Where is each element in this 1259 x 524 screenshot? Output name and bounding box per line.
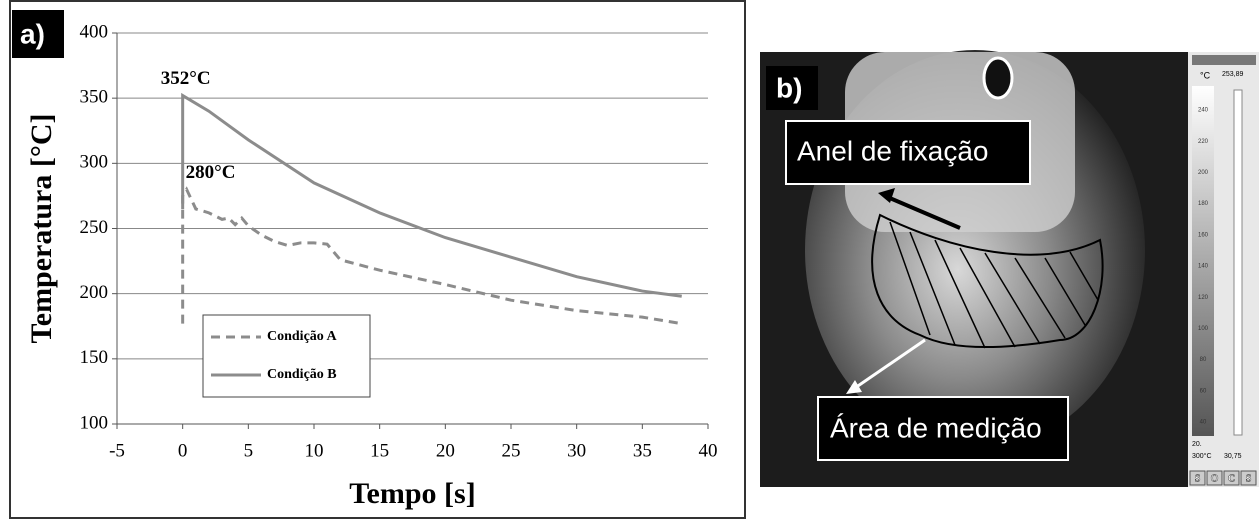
x-axis-label: Tempo [s] bbox=[349, 477, 475, 510]
measurement-area bbox=[871, 213, 1104, 348]
scale-tick-label: 40 bbox=[1200, 420, 1207, 426]
scale-tick-label: 100 bbox=[1198, 326, 1209, 332]
y-tick-label: 150 bbox=[80, 347, 109, 368]
y-axis-label: Temperatura [°C] bbox=[25, 113, 58, 343]
color-bar bbox=[1192, 86, 1214, 436]
scale-tick-label: 220 bbox=[1198, 139, 1209, 145]
series-line bbox=[181, 186, 682, 326]
x-tick-label: 0 bbox=[178, 440, 188, 461]
x-tick-label: 10 bbox=[305, 440, 324, 461]
scale-range: 300°C bbox=[1192, 452, 1212, 460]
panel-a-frame bbox=[9, 0, 746, 519]
scale-tick-label: 160 bbox=[1198, 232, 1209, 238]
y-tick-label: 100 bbox=[80, 412, 109, 433]
scale-unit: °C bbox=[1200, 70, 1211, 80]
scale-tick-label: 120 bbox=[1198, 295, 1209, 301]
scale-button-label: C bbox=[1228, 473, 1235, 484]
slider bbox=[1233, 89, 1243, 436]
y-tick-label: 250 bbox=[80, 217, 109, 238]
x-tick-label: 15 bbox=[370, 440, 389, 461]
x-tick-label: 5 bbox=[244, 440, 254, 461]
panel-b: b) Anel de fixação Área de medição °C 25… bbox=[760, 50, 1259, 487]
x-tick-label: 30 bbox=[567, 440, 586, 461]
panel-label: a) bbox=[20, 18, 45, 49]
legend-label: Condição B bbox=[267, 367, 337, 382]
y-tick-label: 350 bbox=[80, 87, 109, 108]
arrow bbox=[884, 194, 961, 230]
legend-box bbox=[202, 314, 371, 398]
scale-strip bbox=[1192, 55, 1256, 65]
scale-tick-label: 180 bbox=[1198, 201, 1209, 207]
annotation: 280°C bbox=[186, 162, 236, 183]
panel-label: b) bbox=[776, 72, 802, 103]
y-tick-label: 200 bbox=[80, 282, 109, 303]
scale-button bbox=[1223, 470, 1240, 486]
scale-button bbox=[1189, 470, 1206, 486]
series-line bbox=[181, 92, 682, 298]
arrow-head bbox=[878, 188, 895, 203]
scale-max: 253,89 bbox=[1222, 71, 1244, 78]
arrow bbox=[851, 338, 926, 392]
scale-tick-label: 80 bbox=[1200, 357, 1207, 363]
y-tick-label: 300 bbox=[80, 152, 109, 173]
hole bbox=[982, 56, 1014, 100]
scale-button bbox=[1240, 470, 1257, 486]
x-tick-label: 35 bbox=[633, 440, 652, 461]
x-tick-label: 20 bbox=[436, 440, 455, 461]
x-tick-label: 25 bbox=[502, 440, 521, 461]
label-box bbox=[785, 120, 1031, 185]
scale-tick-label: 60 bbox=[1200, 388, 1207, 394]
y-tick-label: 400 bbox=[80, 21, 109, 42]
scale-tick-label: 240 bbox=[1198, 108, 1209, 114]
scale-button-label: S bbox=[1246, 473, 1252, 484]
scale-button bbox=[1206, 470, 1223, 486]
hatch bbox=[889, 221, 1099, 349]
scale-low: 20. bbox=[1192, 441, 1202, 448]
legend-label: Condição A bbox=[267, 329, 338, 344]
panel-label-box bbox=[766, 66, 818, 110]
scale-min: 30,75 bbox=[1224, 453, 1242, 460]
label-bottom: Área de medição bbox=[830, 412, 1042, 443]
x-tick-label: 40 bbox=[699, 440, 718, 461]
x-tick-label: -5 bbox=[109, 440, 125, 461]
annotation: 352°C bbox=[161, 68, 211, 89]
arrow-head bbox=[846, 380, 862, 394]
label-box bbox=[817, 396, 1069, 461]
panel-label-box bbox=[12, 10, 64, 58]
scale-button-label: O bbox=[1211, 473, 1219, 484]
scale-tick-label: 200 bbox=[1198, 170, 1209, 176]
scale-button-label: S bbox=[1195, 473, 1201, 484]
label-top: Anel de fixação bbox=[797, 135, 988, 166]
scale-tick-label: 140 bbox=[1198, 264, 1209, 270]
